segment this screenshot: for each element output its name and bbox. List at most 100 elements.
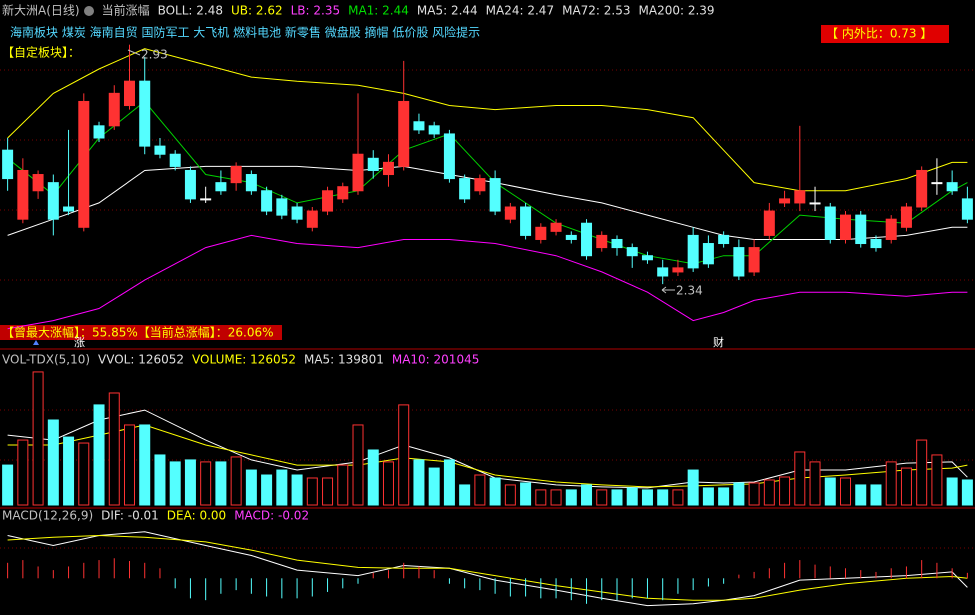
legend-item: LB: 2.35 <box>291 4 341 18</box>
volume-bar <box>794 451 806 506</box>
volume-bar <box>322 477 334 506</box>
volume-bar <box>916 439 928 506</box>
candle-body <box>718 234 730 245</box>
volume-bar <box>367 449 379 506</box>
candle-body <box>520 206 532 236</box>
volume-bar <box>535 489 547 506</box>
candle-body <box>200 198 212 201</box>
indicator-line <box>7 165 968 240</box>
volume-bar <box>702 487 714 506</box>
volume-bar <box>611 489 623 506</box>
candle-body <box>779 198 791 204</box>
low-annotation: 2.34 <box>676 284 703 298</box>
indicator-line <box>7 48 968 192</box>
candle-body <box>123 80 135 107</box>
candle-body <box>337 186 349 200</box>
candle-body <box>763 210 775 236</box>
candle-body <box>367 157 379 171</box>
candle-body <box>63 206 75 212</box>
volume-bar <box>474 474 486 506</box>
legend-item: MA5: 139801 <box>304 353 384 367</box>
legend-item: MA72: 2.53 <box>562 4 630 18</box>
candle-body <box>459 178 471 200</box>
volume-bar <box>672 489 684 506</box>
volume-bar <box>900 467 912 506</box>
legend-item: UB: 2.62 <box>231 4 283 18</box>
candle-body <box>794 190 806 204</box>
indicator-line <box>7 534 968 601</box>
candle-body <box>961 198 973 220</box>
legend-item: 当前涨幅 <box>102 3 150 18</box>
candle-body <box>916 169 928 208</box>
candle-body <box>32 174 44 192</box>
volume-bar <box>245 469 257 506</box>
volume-bar <box>63 436 75 506</box>
candle-body <box>382 161 394 176</box>
candle-body <box>946 182 958 192</box>
volume-bar <box>763 479 775 506</box>
volume-bar <box>565 489 577 506</box>
legend-item: MACD: -0.02 <box>234 509 309 523</box>
ratio-label: 【 内外比：0.73 】 <box>826 27 932 41</box>
candle-body <box>215 182 227 192</box>
volume-bar <box>230 456 242 506</box>
candle-body <box>672 267 684 273</box>
volume-bar <box>733 482 745 506</box>
candle-body <box>550 222 562 232</box>
ratio-box <box>821 25 949 43</box>
volume-bar <box>459 484 471 506</box>
volume-bar <box>291 474 303 506</box>
sector-list[interactable]: 海南板块 煤炭 海南自贸 国防军工 大飞机 燃料电池 新零售 微盘股 摘帽 低价… <box>10 25 480 40</box>
event-triangle <box>33 340 39 345</box>
legend-item: MACD(12,26,9) <box>2 509 93 523</box>
event-marker[interactable]: 涨 <box>74 336 85 349</box>
candle-body <box>139 80 151 147</box>
volume-bar <box>398 404 410 506</box>
volume-bar <box>748 482 760 506</box>
legend-item: DEA: 0.00 <box>167 509 226 523</box>
candle-body <box>504 206 516 220</box>
volume-bar <box>931 454 943 506</box>
legend-item: DIF: -0.01 <box>101 509 159 523</box>
candle-body <box>184 169 196 200</box>
legend-item: VOLUME: 126052 <box>192 353 296 367</box>
candle-body <box>855 214 867 245</box>
legend-item: VVOL: 126052 <box>98 353 184 367</box>
volume-bar <box>520 482 532 506</box>
volume-bar <box>215 461 227 506</box>
candle-body <box>230 165 242 184</box>
event-marker[interactable]: 财 <box>713 335 724 349</box>
legend-item: MA10: 201045 <box>392 353 480 367</box>
dropdown-icon[interactable] <box>84 6 94 16</box>
candle-body <box>489 178 501 212</box>
volume-bar <box>200 461 212 506</box>
volume-bar <box>657 489 669 506</box>
volume-bar <box>596 489 608 506</box>
legend-item: 新大洲A(日线) <box>2 3 80 18</box>
volume-bar <box>718 487 730 506</box>
candle-body <box>261 190 273 212</box>
volume-bar <box>2 464 14 506</box>
custom-block: 【自定板块】： <box>2 45 80 60</box>
legend-item: BOLL: 2.48 <box>158 4 223 18</box>
volume-bar <box>779 476 791 506</box>
volume-bar <box>641 489 653 506</box>
candle-body <box>17 169 29 220</box>
candle-body <box>931 182 943 185</box>
candle-body <box>93 125 105 139</box>
volume-bar <box>946 477 958 506</box>
candle-body <box>687 234 699 269</box>
volume-bar <box>32 371 44 506</box>
volume-bar <box>337 464 349 506</box>
indicator-line <box>7 100 968 265</box>
annotation-arrow <box>661 286 667 294</box>
indicator-line <box>7 424 968 488</box>
volume-bar <box>154 454 166 506</box>
volume-bar <box>824 477 836 506</box>
volume-bar <box>93 404 105 506</box>
candle-body <box>733 247 745 277</box>
candle-body <box>641 255 653 261</box>
candle-body <box>306 210 318 228</box>
legend-item: MA200: 2.39 <box>639 4 715 18</box>
volume-bar <box>443 459 455 506</box>
